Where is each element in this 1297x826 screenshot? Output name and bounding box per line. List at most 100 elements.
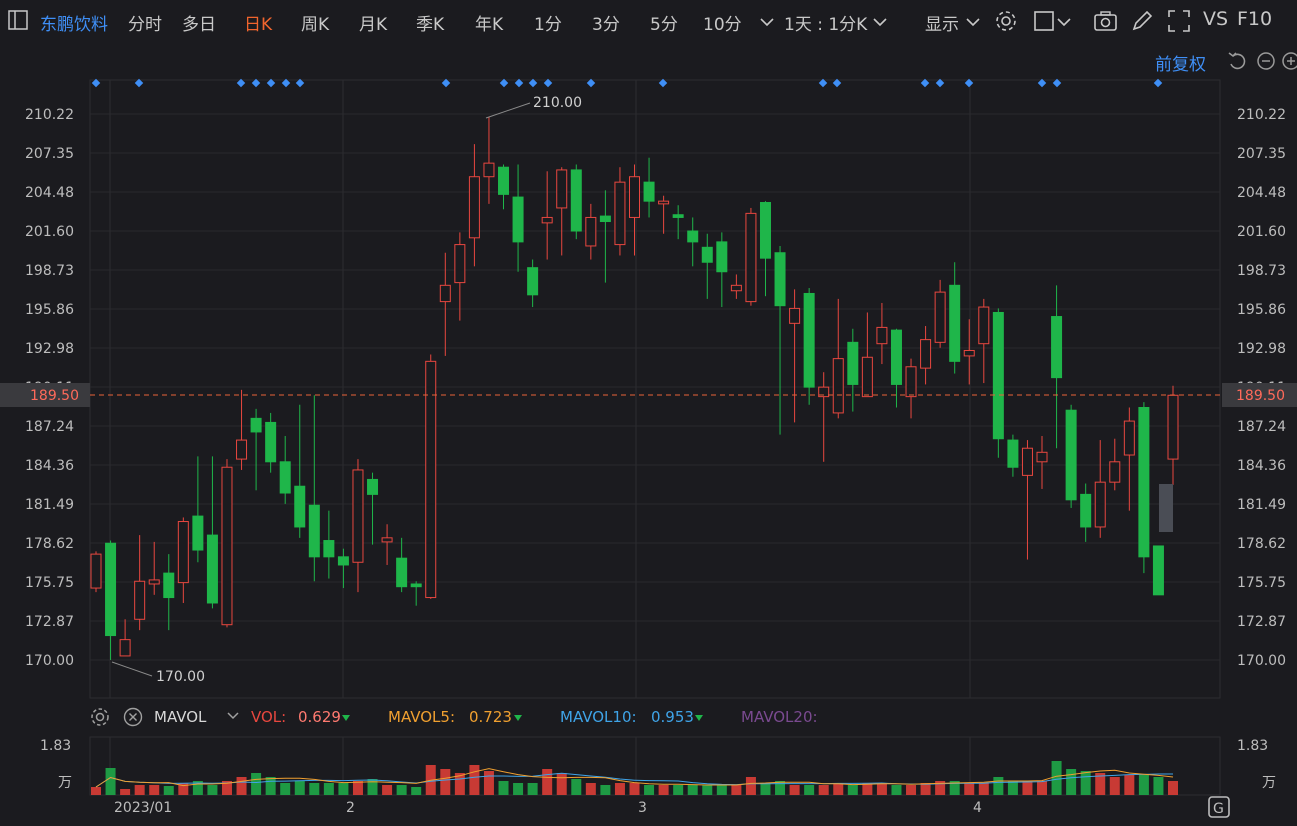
tab-duori[interactable]: 多日: [182, 15, 216, 35]
volume-bar: [149, 785, 160, 795]
tab-10min[interactable]: 10分: [703, 15, 742, 35]
volume-bar: [163, 786, 174, 795]
volume-bar: [236, 777, 247, 795]
candle-body: [556, 169, 568, 209]
down-arrow-icon: [514, 715, 522, 721]
date-label-jan: 2023/01: [114, 800, 172, 816]
volume-bar: [1066, 769, 1077, 795]
price-tick-right: 170.00: [1237, 653, 1286, 669]
candle-body: [599, 215, 611, 223]
vol-value: 0.629: [298, 708, 341, 726]
volume-bar: [775, 781, 786, 795]
price-grid: [89, 79, 1221, 796]
tab-yearly-k[interactable]: 年K: [475, 15, 504, 35]
chevron-down-icon[interactable]: [757, 9, 781, 33]
indicator-bar: MAVOL VOL: 0.629 MAVOL5: 0.723 MAVOL10: …: [91, 707, 818, 727]
price-tick-right: 195.86: [1237, 302, 1286, 318]
stock-name[interactable]: 东鹏饮料: [40, 15, 108, 35]
candle-body: [119, 639, 131, 657]
volume-bar: [847, 785, 858, 795]
volume-bar: [906, 785, 917, 795]
down-arrow-icon: [695, 715, 703, 721]
candle-body: [585, 216, 597, 247]
volume-bar: [964, 783, 975, 795]
candle-body: [527, 267, 539, 296]
candle-body: [1138, 406, 1150, 558]
volume-top-label-left: 1.83: [40, 738, 71, 754]
tab-3min[interactable]: 3分: [592, 15, 620, 35]
candle-body: [177, 521, 189, 584]
camera-icon[interactable]: [1093, 9, 1117, 33]
candle-body: [1051, 316, 1063, 379]
tab-5min[interactable]: 5分: [650, 15, 678, 35]
volume-bar: [687, 785, 698, 795]
chevron-down-icon[interactable]: [1054, 9, 1078, 33]
candle-body: [323, 540, 335, 558]
volume-bar: [571, 779, 582, 795]
volume-bar: [1153, 777, 1164, 795]
volume-bar: [469, 765, 480, 795]
price-tick-right: 204.48: [1237, 185, 1286, 201]
tab-1min[interactable]: 1分: [534, 15, 562, 35]
range-select[interactable]: 1天 : 1分K: [784, 15, 868, 35]
tab-monthly-k[interactable]: 月K: [359, 15, 388, 35]
chevron-down-icon[interactable]: [870, 9, 894, 33]
volume-bar: [658, 785, 669, 795]
candle-body: [1080, 493, 1092, 528]
tab-fenshi[interactable]: 分时: [128, 15, 162, 35]
vs-button[interactable]: VS: [1203, 8, 1229, 30]
event-marker: [281, 78, 291, 88]
volume-bar: [221, 781, 232, 795]
volume-bar: [978, 783, 989, 795]
price-tick-left: 187.24: [25, 419, 74, 435]
candle-body: [1007, 439, 1019, 468]
volume-bar: [91, 787, 101, 795]
volume-bar: [352, 781, 363, 795]
volume-bar: [120, 789, 131, 795]
candle-body: [221, 466, 233, 626]
display-menu[interactable]: 显示: [925, 15, 959, 35]
candle-body: [832, 358, 844, 414]
undo-icon[interactable]: [1226, 50, 1248, 76]
pencil-icon[interactable]: [1130, 9, 1154, 33]
candle-body: [439, 284, 451, 303]
candle-body: [352, 469, 364, 563]
tab-daily-k[interactable]: 日K: [244, 15, 273, 35]
candle-body: [308, 504, 320, 558]
volume-bar: [1022, 781, 1033, 795]
f10-button[interactable]: F10: [1237, 8, 1273, 30]
ma10-label: MAVOL10:: [560, 708, 637, 726]
zoom-out-icon[interactable]: [1255, 50, 1277, 76]
price-panel-frame: [89, 79, 1221, 699]
gear-icon[interactable]: [994, 9, 1018, 33]
price-tick-left: 178.62: [25, 536, 74, 552]
zoom-in-icon[interactable]: [1280, 50, 1297, 76]
sidebar-toggle-icon[interactable]: [7, 9, 31, 33]
current-price-right: 189.50: [1236, 388, 1285, 404]
event-marker: [441, 78, 451, 88]
volume-bar: [1124, 775, 1135, 795]
volume-bar: [1080, 771, 1091, 795]
volume-bar: [644, 785, 655, 795]
tab-weekly-k[interactable]: 周K: [301, 15, 330, 35]
date-label-mar: 3: [638, 800, 647, 816]
adjust-mode-button[interactable]: 前复权: [1155, 55, 1206, 75]
date-label-apr: 4: [973, 800, 982, 816]
forecast-bar: [1159, 484, 1173, 532]
price-tick-left: 170.00: [25, 653, 74, 669]
max-price-label: 210.00: [533, 95, 582, 111]
fullscreen-icon[interactable]: [1167, 9, 1191, 33]
ma10-value: 0.953: [651, 708, 694, 726]
square-icon[interactable]: [1033, 9, 1057, 33]
brand-logo: G: [1208, 795, 1288, 824]
volume-bar: [1168, 781, 1178, 795]
candle-body: [803, 292, 815, 388]
volume-bar: [614, 783, 625, 795]
volume-unit-right: 万: [1262, 775, 1276, 791]
candle-body: [774, 252, 786, 307]
volume-bar: [411, 787, 422, 795]
chevron-down-icon[interactable]: [963, 9, 987, 33]
price-tick-left: 192.98: [25, 341, 74, 357]
tab-quarterly-k[interactable]: 季K: [416, 15, 445, 35]
